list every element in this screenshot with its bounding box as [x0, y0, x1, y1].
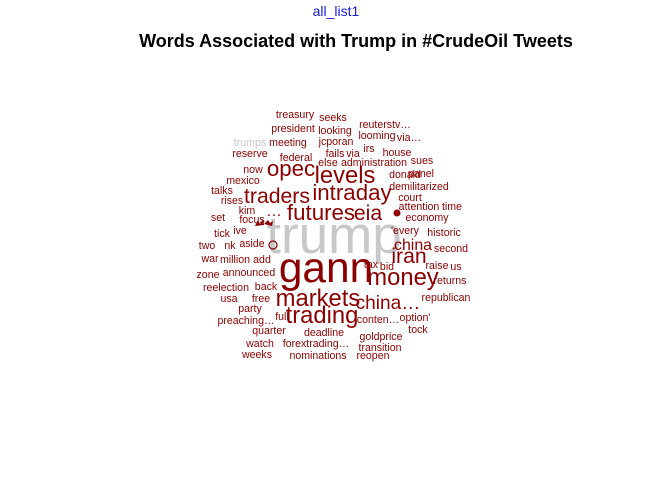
word-60: raise: [426, 260, 449, 272]
word-65: returns: [434, 275, 467, 287]
word-23: meeting: [269, 137, 307, 149]
word-15: treasury: [276, 109, 315, 121]
word-4: money: [367, 264, 439, 291]
word-83: weeks: [241, 349, 272, 361]
word-49: ive: [233, 225, 247, 237]
word-25: irs: [363, 143, 374, 155]
word-40: court: [398, 192, 422, 204]
word-41: rises: [221, 195, 243, 207]
word-50: 'every: [391, 225, 420, 237]
word-57: million: [220, 254, 250, 266]
word-18: president: [271, 123, 315, 135]
word-81: forextrading…: [283, 338, 350, 350]
word-2: markets: [276, 285, 361, 312]
word-3: trading: [286, 302, 359, 329]
word-14: …: [266, 203, 282, 220]
chart-title: Words Associated with Trump in #CrudeOil…: [139, 31, 573, 51]
word-53: nk: [224, 240, 236, 252]
tab-label[interactable]: all_list1: [312, 3, 360, 19]
word-47: economy: [406, 212, 450, 224]
word-9: traders: [244, 185, 310, 208]
word-74: conten…: [357, 314, 399, 326]
word-85: reopen: [357, 350, 390, 362]
word-80: watch: [245, 338, 274, 350]
word-12: china…: [356, 293, 421, 314]
word-7: intraday: [312, 180, 392, 205]
word-35: donald: [389, 169, 421, 181]
word-67: back: [255, 281, 278, 293]
word-5: levels: [315, 162, 376, 189]
word-20: looming: [358, 130, 395, 142]
word-13: china: [394, 237, 432, 254]
word-55: second: [434, 243, 468, 255]
word-77: deadline: [304, 327, 344, 339]
word-32: else: [318, 157, 338, 169]
word-52: two: [199, 240, 216, 252]
word-70: republican: [422, 292, 471, 304]
word-28: federal: [280, 152, 312, 164]
word-31: sues: [411, 155, 433, 167]
word-11: iran: [391, 245, 426, 268]
word-44: kim: [239, 205, 256, 217]
word-21: via…: [397, 132, 421, 144]
word-64: announced: [223, 267, 276, 279]
word-0: trump: [266, 206, 401, 265]
word-58: add: [253, 254, 271, 266]
word-78: tock: [408, 324, 428, 336]
word-59: tax: [364, 259, 379, 271]
word-39: talks: [211, 185, 233, 197]
word-29: fails: [326, 148, 345, 160]
word-82: transition: [359, 342, 402, 354]
word-16: seeks: [319, 112, 347, 124]
word-54: aside: [239, 238, 264, 250]
word-22: trumps: [234, 137, 266, 149]
word-63: zone: [197, 269, 220, 281]
word-68: usa: [220, 293, 237, 305]
word-51: historic: [427, 227, 461, 239]
word-43: time: [442, 201, 462, 213]
word-24: jcporan: [318, 136, 354, 148]
word-1: gann: [279, 244, 373, 291]
word-72: preaching…: [217, 315, 274, 327]
word-38: demilitarized: [389, 181, 449, 193]
word-61: us: [450, 261, 461, 273]
word-42: attention: [399, 201, 440, 213]
word-62: bid: [380, 261, 394, 273]
word-17: reuterstv…: [359, 119, 411, 131]
word-6: futures: [287, 200, 355, 225]
word-75: option': [400, 312, 431, 324]
word-10: eia: [354, 202, 382, 225]
word-37: mexico: [226, 175, 260, 187]
word-56: war: [200, 253, 219, 265]
word-45: set: [211, 212, 225, 224]
word-69: free: [252, 293, 270, 305]
word-84: nominations: [289, 350, 346, 362]
word-79: goldprice: [360, 331, 403, 343]
word-30: via: [346, 148, 360, 160]
word-34: now: [243, 164, 263, 176]
word-71: party: [238, 303, 262, 315]
word-36: panel: [408, 168, 434, 180]
word-76: quarter: [252, 325, 286, 337]
word-73: full: [275, 311, 289, 323]
word-27: reserve: [232, 148, 267, 160]
word-8: opec: [267, 156, 315, 181]
emoji-glyphs-icon: [255, 209, 401, 250]
word-19: looking: [318, 125, 352, 137]
word-48: tick: [214, 228, 231, 240]
word-33: administration: [341, 157, 407, 169]
word-66: reelection: [203, 282, 249, 294]
word-26: house: [383, 147, 412, 159]
